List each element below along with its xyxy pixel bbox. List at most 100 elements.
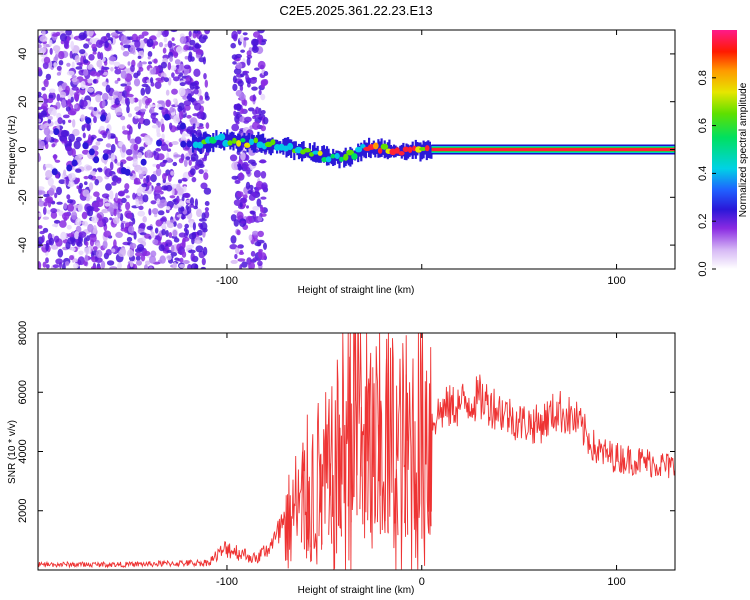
noise-blob [143, 177, 147, 184]
noise-blob [204, 30, 211, 35]
signal-envelope [244, 135, 248, 150]
signal-blob [217, 133, 226, 141]
noise-blob [248, 261, 255, 269]
signal-envelope [330, 154, 333, 165]
noise-blob [107, 130, 111, 140]
noise-blob [45, 196, 54, 203]
noise-blob [203, 172, 209, 181]
noise-blob [152, 239, 159, 245]
noise-blob [201, 257, 206, 266]
noise-blob [140, 113, 144, 118]
noise-blob [135, 198, 139, 208]
noise-blob [247, 159, 256, 164]
noise-blob [229, 154, 238, 162]
noise-blob [162, 221, 166, 230]
noise-blob [189, 39, 196, 46]
noise-blob [101, 81, 109, 87]
noise-blob [41, 235, 45, 243]
noise-blob [179, 122, 186, 130]
noise-blob [231, 175, 239, 180]
snr-x-ticks: -100 0 100 [216, 333, 626, 588]
noise-blob [253, 67, 260, 71]
noise-blob [134, 39, 141, 48]
noise-blob [183, 44, 190, 51]
noise-blob [47, 115, 53, 121]
signal-blob [343, 153, 349, 161]
noise-blob [62, 263, 66, 269]
noise-blob [43, 206, 47, 215]
noise-blob [104, 60, 108, 66]
spectrogram-y-label: Frequency (Hz) [7, 116, 18, 185]
noise-blob [179, 264, 186, 268]
noise-blob [235, 246, 240, 255]
noise-blob [177, 223, 183, 229]
noise-blob [241, 161, 249, 170]
noise-blob [48, 39, 53, 47]
noise-blob [165, 89, 170, 96]
y-tick-label: 0 [17, 146, 29, 152]
noise-blob [74, 231, 80, 240]
noise-blob [53, 219, 61, 224]
noise-blob [123, 39, 131, 44]
noise-blob [156, 132, 161, 138]
noise-blob [95, 94, 102, 103]
signal-blob [236, 140, 242, 147]
noise-blob [143, 250, 151, 257]
noise-blob [185, 156, 191, 161]
noise-blob [87, 87, 94, 93]
noise-blob [101, 216, 109, 224]
noise-blob [237, 30, 242, 35]
noise-blob [43, 127, 51, 136]
signal-envelope [360, 142, 363, 162]
noise-blob [195, 121, 200, 128]
signal-envelope [269, 138, 272, 156]
noise-blob [239, 172, 244, 179]
noise-blob [114, 68, 122, 75]
noise-blob [55, 173, 60, 179]
noise-blob [162, 47, 167, 54]
colorbar-tick-label: 0.8 [697, 70, 709, 85]
noise-blob [73, 104, 78, 109]
noise-blob [108, 56, 117, 62]
noise-blob [66, 70, 75, 76]
signal-blob [330, 153, 336, 159]
noise-blob [66, 194, 71, 200]
noise-blob [50, 211, 58, 219]
noise-blob [150, 250, 157, 258]
noise-blob [107, 112, 111, 121]
noise-blob [93, 107, 98, 112]
noise-blob [183, 100, 191, 107]
noise-blob [169, 56, 174, 62]
noise-blob [136, 187, 142, 197]
noise-blob [126, 81, 131, 86]
noise-blob [163, 113, 170, 121]
noise-blob [38, 225, 43, 229]
signal-blob [303, 148, 312, 153]
noise-blob [160, 143, 169, 151]
x-tick-label: -100 [216, 275, 238, 287]
snr-spike [300, 442, 305, 550]
noise-blob [178, 63, 185, 72]
noise-blob [102, 92, 109, 102]
noise-blob [172, 161, 178, 167]
signal-envelope [399, 145, 402, 156]
noise-blob [126, 105, 130, 114]
noise-blob [150, 112, 156, 120]
noise-blob [47, 119, 52, 124]
noise-blob [175, 65, 180, 69]
noise-blob [148, 236, 152, 240]
signal-envelope [195, 136, 198, 147]
noise-blob [121, 125, 126, 131]
noise-blob [260, 171, 267, 179]
noise-blob [61, 83, 67, 89]
noise-blob [48, 237, 55, 246]
noise-blob [159, 255, 166, 264]
signal-envelope [224, 133, 227, 146]
noise-blob [158, 244, 165, 252]
noise-blob [125, 201, 131, 211]
noise-blob [149, 106, 155, 115]
noise-blob [155, 148, 162, 152]
signal-blob [419, 146, 427, 152]
noise-blob [251, 192, 259, 197]
